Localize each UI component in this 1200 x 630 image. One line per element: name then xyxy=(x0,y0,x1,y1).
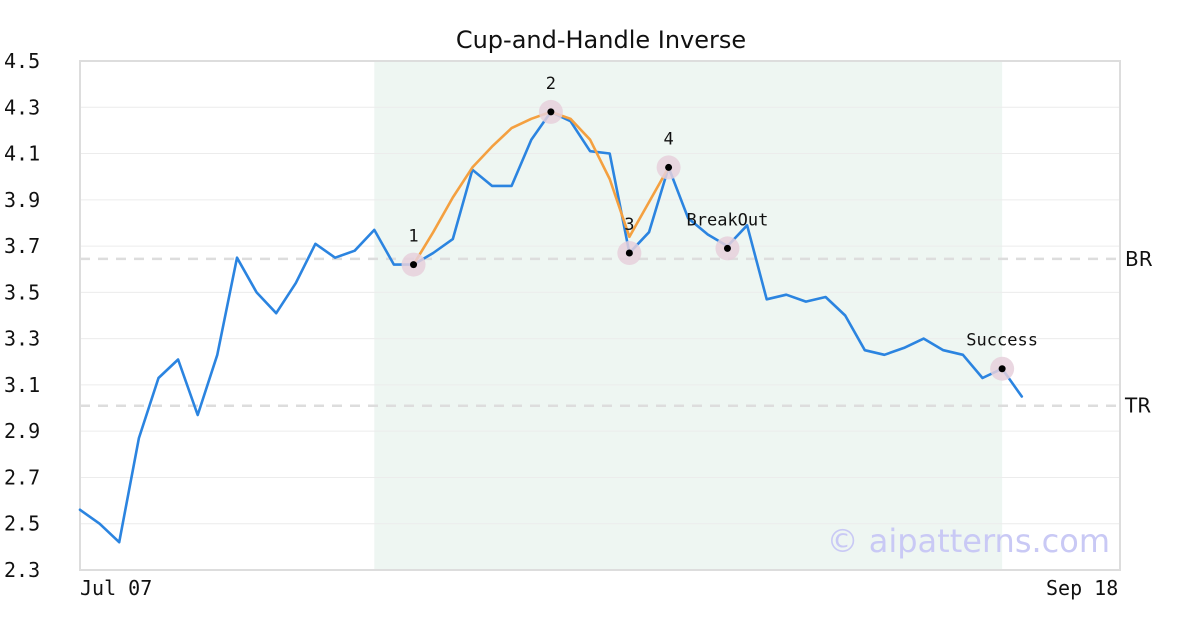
point-label-4: 4 xyxy=(663,129,673,149)
point-label-breakout: BreakOut xyxy=(687,210,769,230)
y-tick-label: 4.3 xyxy=(4,95,40,119)
plot-frame xyxy=(79,60,1121,571)
pattern-points: 1 2 3 4 BreakOut Success xyxy=(401,74,1038,381)
watermark: © aipatterns.com xyxy=(827,522,1110,560)
y-tick-label: 3.7 xyxy=(4,234,40,258)
reference-label-tr: TR xyxy=(1124,394,1151,418)
point-label-success: Success xyxy=(966,331,1038,351)
point-marker-success xyxy=(998,365,1006,373)
y-tick-label: 3.1 xyxy=(4,373,40,397)
y-tick-label: 2.9 xyxy=(4,419,40,443)
x-axis-ticks: Jul 07 Sep 18 xyxy=(80,576,1118,600)
y-tick-label: 3.9 xyxy=(4,188,40,212)
x-tick-label: Jul 07 xyxy=(80,576,152,600)
y-tick-label: 3.3 xyxy=(4,327,40,351)
x-tick-label: Sep 18 xyxy=(1046,576,1118,600)
point-marker-3 xyxy=(625,249,633,257)
point-marker-2 xyxy=(547,108,555,116)
reference-label-br: BR xyxy=(1125,247,1153,271)
point-marker-4 xyxy=(665,163,673,171)
point-marker-1 xyxy=(410,261,418,269)
reference-lines: BR TR xyxy=(80,247,1153,418)
y-tick-label: 2.3 xyxy=(4,558,40,582)
y-tick-label: 2.7 xyxy=(4,465,40,489)
y-tick-label: 3.5 xyxy=(4,280,40,304)
point-label-1: 1 xyxy=(408,227,418,247)
y-tick-label: 2.5 xyxy=(4,512,40,536)
point-label-3: 3 xyxy=(624,215,634,235)
y-tick-label: 4.5 xyxy=(4,49,40,73)
chart-title: Cup-and-Handle Inverse xyxy=(456,26,746,54)
y-tick-label: 4.1 xyxy=(4,142,40,166)
pattern-region xyxy=(374,61,1003,570)
highlight-region xyxy=(374,61,1003,570)
point-marker-breakout xyxy=(723,244,731,252)
point-label-2: 2 xyxy=(546,74,556,94)
y-axis-ticks: 2.3 2.5 2.7 2.9 3.1 3.3 3.5 3.7 3.9 4.1 4.3 4.5 xyxy=(4,49,40,582)
